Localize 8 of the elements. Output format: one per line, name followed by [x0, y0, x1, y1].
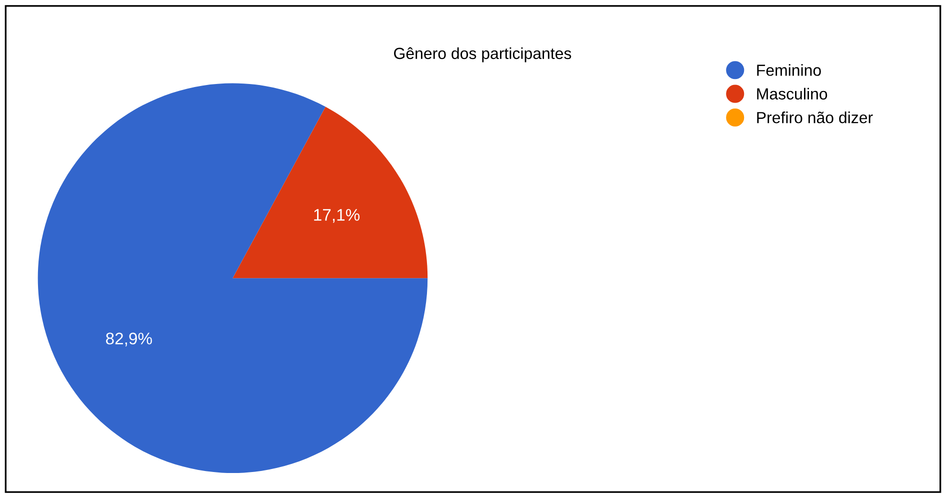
- legend-label: Masculino: [757, 88, 828, 100]
- legend-label: Prefiro não dizer: [757, 112, 873, 124]
- pie-slice: [38, 83, 428, 474]
- chart-title: Gênero dos participantes: [394, 47, 572, 62]
- data-label: 82,9%: [106, 332, 152, 346]
- pie-slice: [232, 106, 428, 278]
- data-label: 17,1%: [314, 209, 360, 223]
- legend-label: Feminino: [757, 64, 821, 76]
